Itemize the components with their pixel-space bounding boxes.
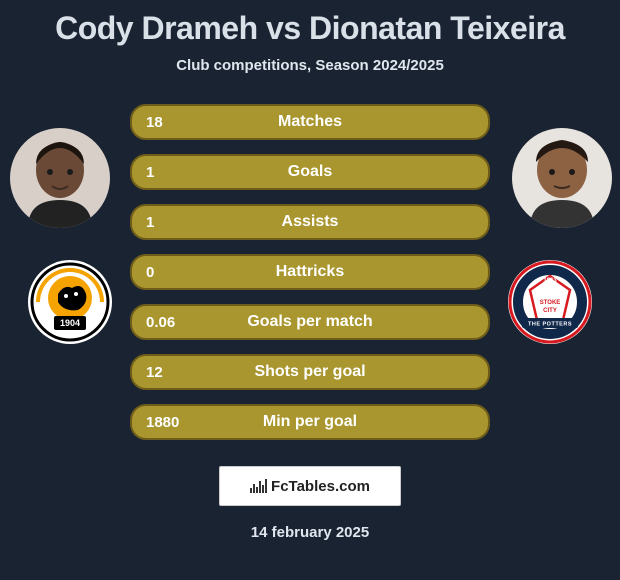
stat-label: Assists [132,213,488,231]
stat-rows: 18Matches1Goals1Assists0Hattricks0.06Goa… [130,104,490,440]
stat-value: 1 [146,214,154,231]
date-label: 14 february 2025 [251,524,369,541]
stat-label: Shots per goal [132,363,488,381]
stat-label: Goals per match [132,313,488,331]
stat-value: 12 [146,364,163,381]
stat-label: Matches [132,113,488,131]
stat-value: 1 [146,164,154,181]
svg-text:STOKE: STOKE [540,300,561,306]
logo-text: FcTables.com [271,478,370,495]
chart-icon [250,479,267,493]
stat-row: 0Hattricks [130,254,490,290]
stat-label: Hattricks [132,263,488,281]
club-left-badge: 1904 [28,260,112,344]
fctables-logo: FcTables.com [219,466,401,506]
stat-label: Goals [132,163,488,181]
page-title: Cody Drameh vs Dionatan Teixeira [55,10,565,47]
stat-label: Min per goal [132,413,488,431]
svg-text:1904: 1904 [60,318,80,328]
stat-value: 0.06 [146,314,175,331]
svg-text:CITY: CITY [543,308,557,314]
stat-row: 1Goals [130,154,490,190]
player-left-avatar [10,128,110,228]
svg-text:THE POTTERS: THE POTTERS [528,322,572,328]
stat-row: 1880Min per goal [130,404,490,440]
comparison-card: Cody Drameh vs Dionatan Teixeira Club co… [0,0,620,580]
player-right-avatar [512,128,612,228]
club-right-badge: STOKE CITY 1863 THE POTTERS [508,260,592,344]
stat-row: 12Shots per goal [130,354,490,390]
stat-row: 1Assists [130,204,490,240]
stat-value: 18 [146,114,163,131]
stat-row: 0.06Goals per match [130,304,490,340]
svg-text:1863: 1863 [543,278,557,284]
stat-row: 18Matches [130,104,490,140]
subtitle: Club competitions, Season 2024/2025 [176,57,444,74]
stat-value: 0 [146,264,154,281]
stat-value: 1880 [146,414,179,431]
